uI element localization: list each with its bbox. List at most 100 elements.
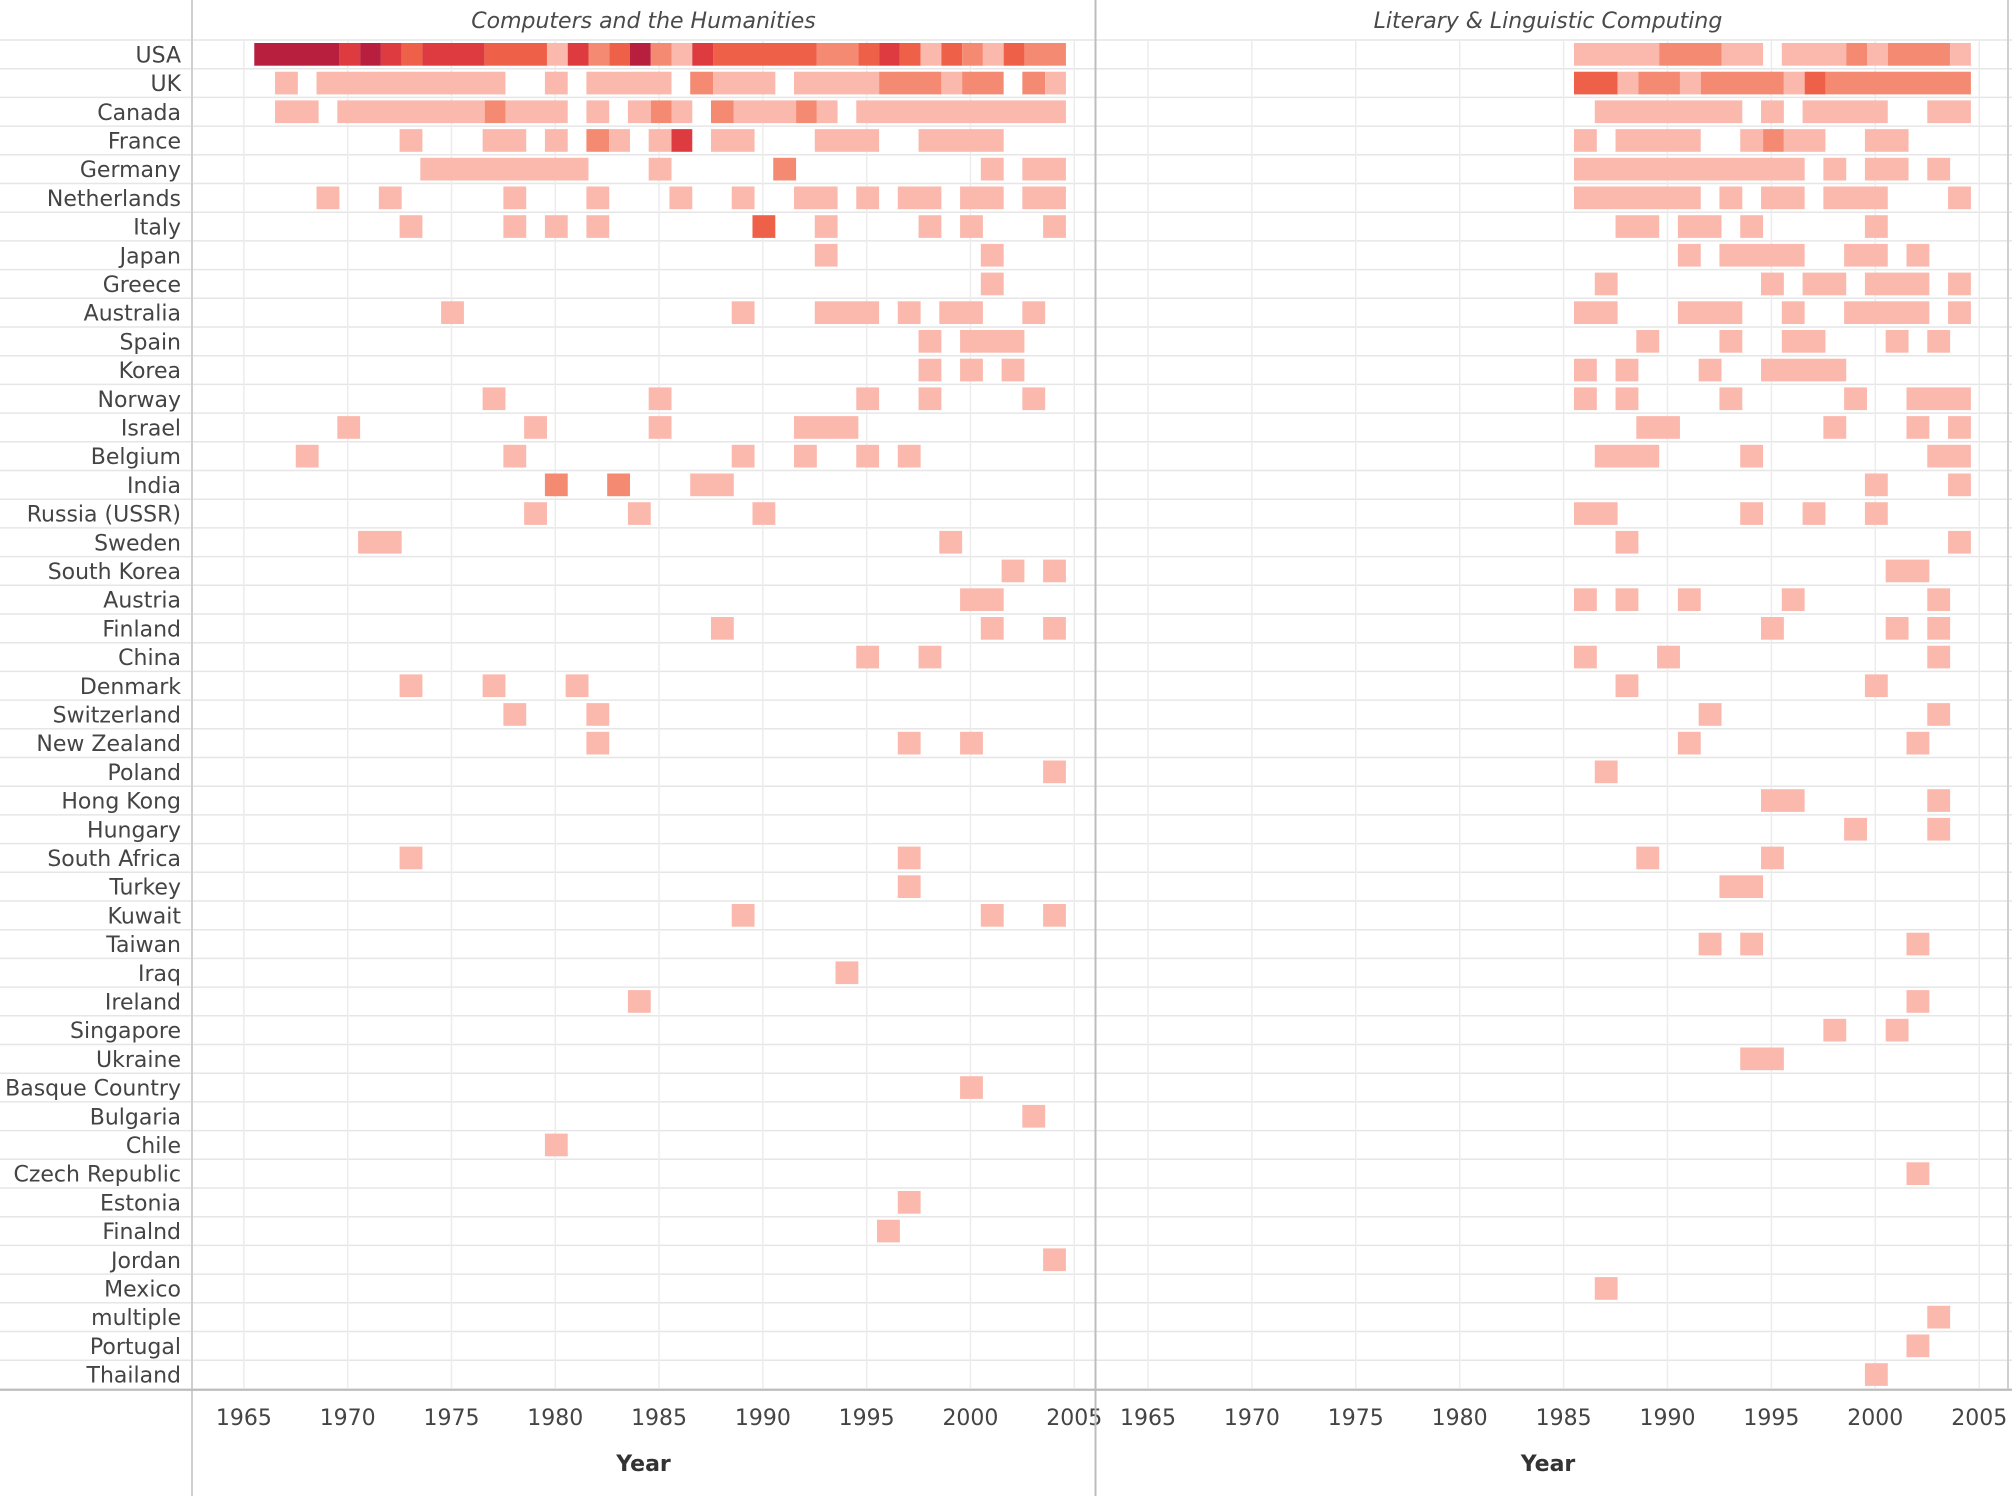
country-label: Germany: [80, 158, 181, 183]
bar-segment: [503, 703, 527, 726]
bar-segment: [337, 416, 361, 439]
bar-segment: [960, 731, 983, 755]
bar-segment: [544, 473, 568, 497]
bar-segment: [671, 100, 693, 124]
bar-segment: [337, 100, 485, 124]
bar-segment: [1594, 100, 1743, 124]
country-label: Belgium: [91, 445, 181, 470]
bar-segment: [960, 186, 1004, 210]
x-tick-label: 1965: [216, 1406, 272, 1431]
bar-segment: [1867, 43, 1888, 66]
bar-segment: [752, 215, 776, 238]
bar-segment: [1740, 1047, 1784, 1071]
bar-segment: [1823, 157, 1847, 181]
x-tick-label: 1980: [527, 1406, 583, 1431]
bar-segment: [1022, 186, 1066, 210]
bar-segment: [1885, 1018, 1909, 1042]
x-tick-label: 2005: [1951, 1406, 2007, 1431]
bar-segment: [856, 186, 880, 210]
bar-segment: [339, 43, 361, 66]
bar-segment: [1927, 645, 1951, 669]
bar-segment: [1573, 71, 1618, 95]
bar-segment: [358, 530, 402, 554]
bar-segment: [316, 186, 340, 210]
x-tick-label: 1995: [1743, 1406, 1799, 1431]
bar-segment: [1846, 43, 1867, 66]
country-label: Hungary: [87, 818, 181, 843]
bar-segment: [1927, 617, 1951, 640]
bar-segment: [1573, 387, 1597, 411]
bar-segment: [918, 129, 1004, 152]
country-label: Chile: [126, 1134, 181, 1159]
bar-segment: [1677, 215, 1722, 238]
bar-segment: [378, 186, 402, 210]
bar-segment: [380, 43, 402, 66]
bar-segment: [1825, 71, 1971, 95]
x-tick-label: 1995: [839, 1406, 895, 1431]
bar-segment: [794, 444, 817, 468]
bar-segment: [941, 43, 963, 66]
panel-2: Literary & Linguistic Computing 1965 1970 1…: [1120, 9, 2007, 1477]
country-label: Switzerland: [53, 703, 181, 728]
bar-segment: [1677, 243, 1701, 267]
bar-segment: [710, 100, 734, 124]
bar-segment: [1721, 43, 1764, 66]
bar-segment: [1024, 43, 1066, 66]
bar-segment: [713, 43, 817, 66]
bar-segment: [1573, 43, 1660, 66]
bar-segment: [1659, 43, 1722, 66]
country-label: Australia: [84, 302, 181, 327]
bar-segment: [856, 100, 1066, 124]
bar-segment: [482, 387, 506, 411]
bar-segment: [648, 157, 672, 181]
bar-segment: [1636, 330, 1660, 353]
country-label: Ukraine: [96, 1048, 181, 1073]
bar-segment: [420, 157, 589, 181]
bar-segment: [586, 215, 610, 238]
country-label: Turkey: [108, 876, 181, 901]
bar-segment: [648, 416, 672, 439]
bar-segment: [1022, 157, 1066, 181]
bar-segment: [669, 186, 693, 210]
bar-segment: [1700, 71, 1784, 95]
bar-segment: [960, 330, 1025, 353]
bar-segment: [1948, 301, 1971, 324]
bar-segment: [567, 43, 589, 66]
bar-segment: [1948, 272, 1971, 296]
bar-segment: [713, 71, 776, 95]
panel-title: Literary & Linguistic Computing: [1374, 9, 1723, 34]
bar-segment: [918, 358, 942, 382]
bar-segment: [1781, 588, 1805, 611]
bar-segment: [1636, 416, 1680, 439]
bar-segment: [960, 358, 983, 382]
bar-segment: [1573, 129, 1597, 152]
country-label: Japan: [118, 244, 181, 269]
bar-segment: [1615, 387, 1639, 411]
bar-segment: [899, 43, 921, 66]
bar-segment: [1948, 416, 1971, 439]
bar-segment: [897, 1191, 921, 1214]
country-label: Finland: [102, 617, 181, 642]
bar-segment: [752, 502, 776, 525]
bar-segment: [897, 301, 921, 324]
bar-segment: [1719, 186, 1743, 210]
bar-segment: [816, 43, 859, 66]
bar-segment: [1844, 817, 1867, 841]
bar-segment: [1615, 129, 1701, 152]
bar-segment: [879, 43, 900, 66]
bar-segment: [1594, 1277, 1618, 1300]
bar-segment: [941, 71, 963, 95]
bar-segment: [586, 186, 610, 210]
x-tick-label: 1985: [1536, 1406, 1592, 1431]
bar-segment: [275, 100, 319, 124]
bar-segment: [503, 444, 527, 468]
country-label: Czech Republic: [13, 1163, 181, 1188]
bar-segment: [1885, 330, 1909, 353]
bar-segment: [897, 875, 921, 898]
bar-segment: [816, 100, 838, 124]
bar-segment: [586, 129, 610, 152]
bar-segment: [1823, 416, 1847, 439]
bar-segment: [1043, 617, 1066, 640]
bar-segment: [648, 129, 672, 152]
bar-segment: [399, 129, 423, 152]
